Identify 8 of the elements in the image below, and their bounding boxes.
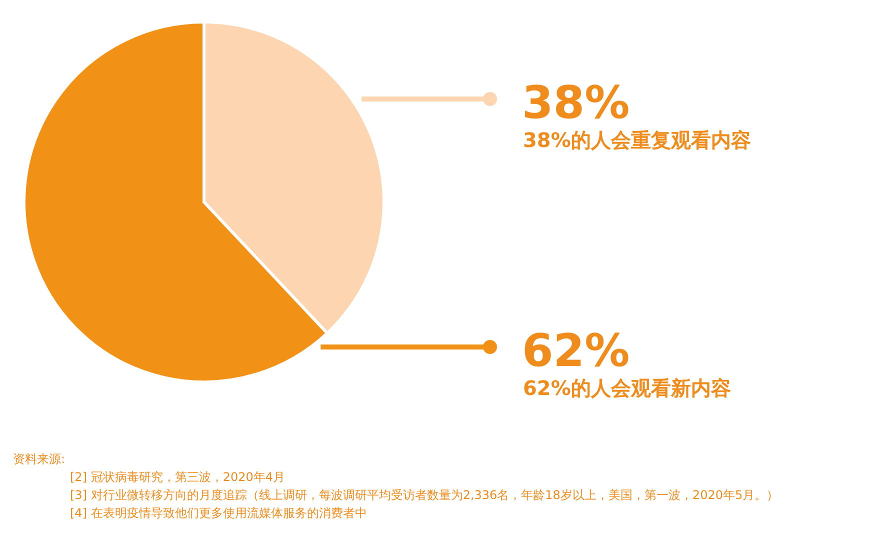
- text: [2] 冠状病毒研究，第三波，2020年4月: [70, 470, 285, 484]
- slice-label: 62%的人会观看新内容: [523, 376, 731, 400]
- data-label: 38%: [522, 76, 630, 129]
- text: 资料来源:: [13, 452, 66, 466]
- text: [3] 对行业微转移方向的月度追踪（线上调研，每波调研平均受访者数量为2,336名，年龄18岁以上，美国，第一波，2020年5月。）: [70, 488, 779, 502]
- data-label: 62%: [522, 324, 630, 377]
- text: [4] 在表明疫情导致他们更多使用流媒体服务的消费者中: [70, 506, 367, 520]
- slice-label: 38%的人会重复观看内容: [523, 128, 751, 152]
